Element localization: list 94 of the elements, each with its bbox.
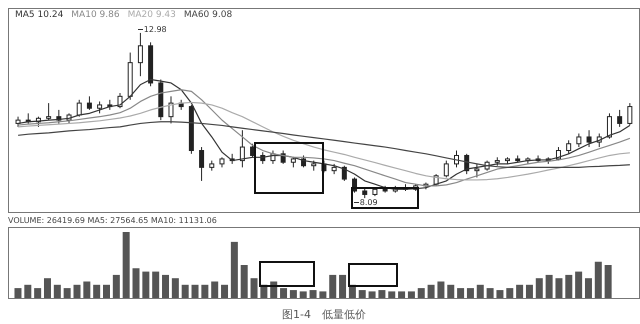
candlestick xyxy=(576,133,582,148)
candlestick xyxy=(586,130,592,148)
bar xyxy=(506,288,514,298)
candlestick xyxy=(219,156,224,168)
bar xyxy=(428,284,435,298)
bar xyxy=(300,291,307,298)
candlestick xyxy=(332,163,337,175)
bar xyxy=(290,290,297,298)
caption: 图1-4 低量低价 xyxy=(281,307,367,322)
bar xyxy=(83,282,90,298)
bar xyxy=(546,274,553,298)
bar xyxy=(280,288,288,298)
candlestick xyxy=(444,160,449,178)
bar xyxy=(310,290,317,298)
candlestick xyxy=(454,150,459,168)
text: 9.86 xyxy=(100,10,120,20)
bar xyxy=(339,274,346,298)
bar xyxy=(437,282,444,298)
bar xyxy=(162,274,170,298)
bar xyxy=(516,284,524,298)
bar xyxy=(103,284,110,298)
annotation: 8.09 xyxy=(360,198,378,207)
bar xyxy=(466,288,474,298)
candlestick xyxy=(86,96,92,110)
bar xyxy=(152,272,160,298)
text: 9.08 xyxy=(212,10,232,20)
bar xyxy=(447,284,454,298)
bar xyxy=(526,284,533,298)
candlestick xyxy=(606,112,612,140)
bar xyxy=(398,291,406,298)
bar xyxy=(575,272,582,298)
candlestick xyxy=(474,163,480,178)
bar xyxy=(24,284,32,298)
candlestick xyxy=(16,116,21,128)
bar xyxy=(604,265,612,298)
bar xyxy=(142,272,150,298)
bar xyxy=(536,278,543,298)
candlestick xyxy=(76,99,82,118)
bar xyxy=(44,278,51,298)
candlestick xyxy=(209,160,214,172)
bar xyxy=(584,278,592,298)
bar xyxy=(388,291,396,298)
bar xyxy=(221,284,228,298)
bar xyxy=(240,265,248,298)
bar xyxy=(565,274,572,298)
text: MA5 xyxy=(15,10,35,20)
bar xyxy=(378,290,386,298)
bar xyxy=(594,262,602,298)
candlestick xyxy=(627,102,632,126)
candlestick xyxy=(566,140,572,154)
bar xyxy=(14,288,22,298)
candlestick xyxy=(97,100,102,114)
candlestick xyxy=(311,160,316,172)
bar xyxy=(408,291,415,298)
text: MA10 xyxy=(71,10,97,20)
bar xyxy=(368,291,376,298)
bar xyxy=(122,232,130,298)
bar xyxy=(54,284,61,298)
bar xyxy=(319,291,326,298)
bar xyxy=(476,284,484,298)
candlestick xyxy=(199,146,204,182)
bar xyxy=(486,288,494,298)
candlestick xyxy=(617,109,622,128)
bar xyxy=(329,274,336,298)
bar xyxy=(201,284,208,298)
bar xyxy=(132,268,140,298)
chart-title: VOLUME: 26419.69 MA5: 27564.65 MA10: 11131.06 xyxy=(8,216,218,227)
bar xyxy=(250,278,258,298)
text: 9.43 xyxy=(156,10,176,20)
candlestick xyxy=(362,187,368,199)
candlestick xyxy=(46,102,52,121)
bar xyxy=(182,284,189,298)
bar xyxy=(64,288,71,298)
candlestick xyxy=(290,156,296,168)
bar xyxy=(172,278,179,298)
candlestick xyxy=(168,96,174,124)
text: MA20 xyxy=(128,10,153,20)
bar xyxy=(457,288,464,298)
text: 10.24 xyxy=(38,10,64,20)
candlestick xyxy=(138,32,143,77)
bar xyxy=(555,278,562,298)
text: MA60 xyxy=(184,10,210,20)
bar xyxy=(418,288,425,298)
candlestick xyxy=(240,130,245,168)
bar xyxy=(73,284,80,298)
bar xyxy=(230,242,238,298)
bar xyxy=(93,284,100,298)
bar xyxy=(192,284,199,298)
bar xyxy=(211,282,218,298)
bar xyxy=(112,274,120,298)
annotation: 12.98 xyxy=(144,25,167,34)
bar xyxy=(496,290,504,298)
bar xyxy=(358,290,366,298)
bar xyxy=(34,288,42,298)
